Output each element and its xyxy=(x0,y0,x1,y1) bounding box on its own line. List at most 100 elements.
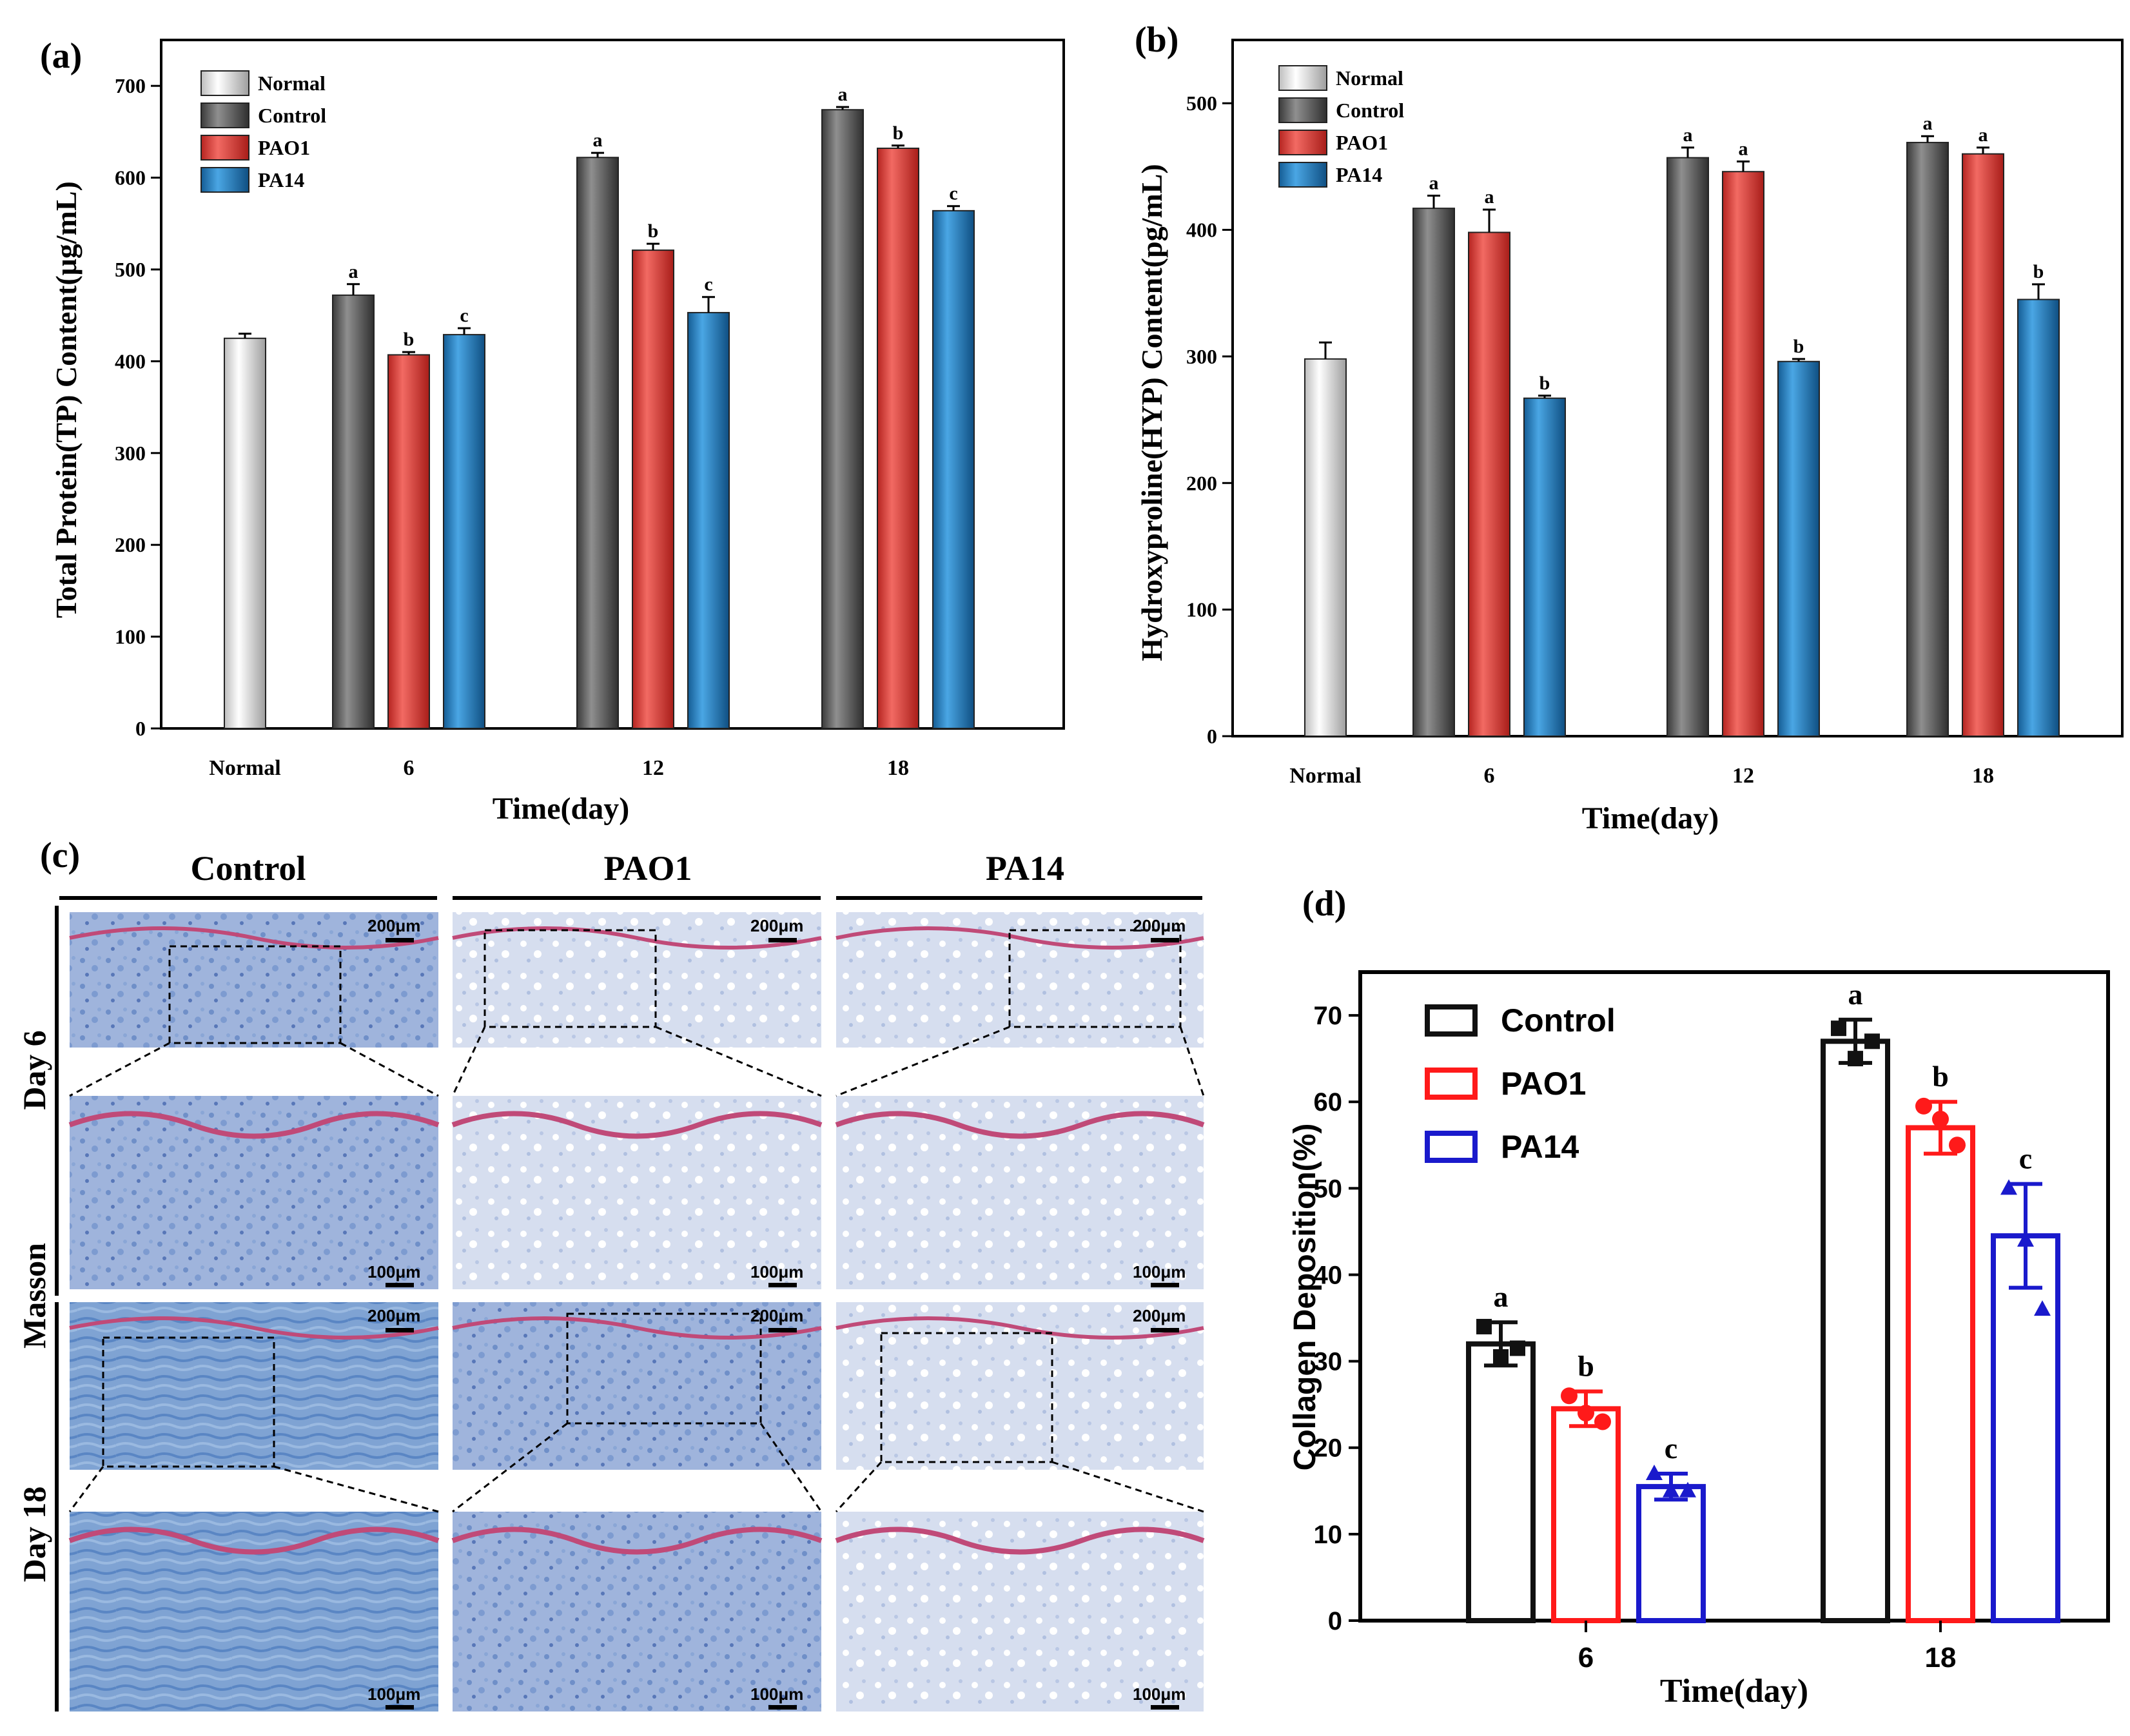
bar-pa14-18 xyxy=(932,210,975,729)
significance-letter: c xyxy=(2019,1142,2032,1175)
zoom-connector xyxy=(1179,1026,1205,1097)
scale-bar-label-200: 200μm xyxy=(1133,1306,1186,1325)
epidermis-line xyxy=(835,1316,1204,1340)
data-point xyxy=(1493,1349,1509,1365)
x-tick-label-18: 18 xyxy=(1972,764,1994,788)
x-tick-label-18: 18 xyxy=(887,756,909,780)
histology-zoom-day18-control xyxy=(70,1512,438,1712)
significance-letter: a xyxy=(349,261,358,282)
y-tick-label: 200 xyxy=(1186,471,1217,494)
data-point xyxy=(1510,1340,1525,1356)
legend-label-control: Control xyxy=(1336,99,1404,122)
bar-control-12 xyxy=(576,157,619,730)
data-point xyxy=(1578,1405,1594,1422)
bars-a: a b c a b c a b c xyxy=(224,84,975,730)
zoom-region-box xyxy=(1008,929,1182,1028)
histology-overview-day6-control xyxy=(70,912,438,1048)
x-tick-labels-d: 6 18 xyxy=(1578,1642,1957,1673)
legend-label-control: Control xyxy=(258,104,326,127)
scale-bar-label-200: 200μm xyxy=(1133,916,1186,935)
bar-pa14-12 xyxy=(1777,360,1820,737)
y-ticks-b: 0 100 200 300 400 500 xyxy=(1186,92,1233,748)
histology-overview-day6-pao1 xyxy=(453,912,821,1048)
column-header-control: Control xyxy=(190,849,306,888)
bar-control-6 xyxy=(332,294,375,729)
bar-pao1-6 xyxy=(1551,1406,1621,1623)
column-header-pa14: PA14 xyxy=(986,849,1064,888)
y-tick-label: 20 xyxy=(1314,1434,1343,1463)
scale-bar-100 xyxy=(1151,1705,1179,1710)
panel-label-d: (d) xyxy=(1302,884,1346,924)
epidermis-line xyxy=(451,1111,823,1139)
legend-label-normal: Normal xyxy=(1336,66,1403,90)
y-tick-label: 70 xyxy=(1314,1002,1343,1030)
legend-label-normal: Normal xyxy=(258,72,326,95)
row-label-day6: Day 6 xyxy=(16,1030,52,1110)
data-point xyxy=(1848,1051,1863,1067)
data-point xyxy=(1663,1481,1679,1497)
legend-label-pa14: PA14 xyxy=(258,168,304,191)
x-tick-labels-b: Normal 6 12 18 xyxy=(1289,764,1994,788)
legend-swatch-control xyxy=(200,102,249,128)
x-tick-label-6: 6 xyxy=(404,756,415,780)
histology-zoom-day6-pa14 xyxy=(836,1096,1204,1289)
legend-swatch-pa14 xyxy=(1278,162,1327,188)
zoom-region-box xyxy=(102,1336,275,1468)
scale-bar-200 xyxy=(1151,938,1179,942)
significance-letter: c xyxy=(704,274,712,295)
x-tick-label-6: 6 xyxy=(1578,1642,1594,1673)
data-point xyxy=(1476,1318,1492,1334)
legend-a: Normal Control PAO1 PA14 xyxy=(200,70,326,193)
bar-control-18 xyxy=(821,109,864,729)
histology-zoom-day18-pa14 xyxy=(836,1512,1204,1712)
zoom-connector xyxy=(69,1042,170,1097)
significance-letter: a xyxy=(1494,1280,1509,1313)
panel-a: (a) 0 100 200 300 400 500 600 700 a b c a b c a b c Nor… xyxy=(40,36,1065,826)
y-tick-label: 50 xyxy=(1314,1175,1343,1203)
epidermis-line xyxy=(451,1526,823,1555)
significance-letter: b xyxy=(404,329,415,350)
zoom-region-box xyxy=(484,929,657,1028)
scale-bar-label-200: 200μm xyxy=(750,916,803,935)
significance-letter: b xyxy=(1793,336,1804,357)
bars-d: a b c a b c xyxy=(1466,978,2060,1632)
bar-control-6 xyxy=(1412,208,1455,737)
legend-label-control: Control xyxy=(1501,1002,1616,1039)
epidermis-line xyxy=(835,1526,1205,1555)
y-tick-label: 400 xyxy=(115,349,146,373)
epidermis-line xyxy=(69,1316,439,1340)
significance-letter: a xyxy=(1739,139,1748,160)
significance-letter: a xyxy=(1683,124,1693,146)
histology-overview-day18-pa14 xyxy=(836,1302,1204,1470)
y-ticks-a: 0 100 200 300 400 500 600 700 xyxy=(115,74,161,740)
bar-control-18 xyxy=(1906,142,1949,737)
zoom-connector xyxy=(452,1422,568,1513)
legend-label-pao1: PAO1 xyxy=(258,136,310,159)
data-point xyxy=(1932,1111,1949,1128)
data-point xyxy=(1864,1033,1880,1049)
y-tick-label: 500 xyxy=(1186,92,1217,115)
data-point xyxy=(1594,1413,1611,1430)
epidermis-line xyxy=(68,1526,440,1555)
plot-frame-d xyxy=(1358,970,2110,1623)
legend-label-pa14: PA14 xyxy=(1336,163,1382,186)
bar-pao1-6 xyxy=(1468,231,1510,737)
legend-d: Control PAO1 PA14 xyxy=(1425,1002,1616,1165)
zoom-connector xyxy=(759,1423,823,1512)
legend-swatch-pao1 xyxy=(1278,130,1327,155)
scale-bar-label-200: 200μm xyxy=(367,916,420,935)
histology-zoom-day18-pao1 xyxy=(453,1512,821,1712)
y-tick-label: 100 xyxy=(1186,598,1217,621)
data-point xyxy=(1831,1020,1846,1037)
legend-label-pa14: PA14 xyxy=(1501,1129,1579,1165)
zoom-connector xyxy=(835,1461,883,1513)
scale-bar-200 xyxy=(386,1328,414,1332)
data-point xyxy=(1646,1464,1663,1480)
scale-bar-100 xyxy=(768,1705,797,1710)
y-tick-label: 0 xyxy=(135,717,146,740)
x-axis-label-a: Time(day) xyxy=(493,792,629,826)
bar-control-18 xyxy=(1821,1039,1890,1623)
panel-b: (b) 0 100 200 300 400 500 a a b a a b a a b Normal Con… xyxy=(1135,20,2124,835)
panel-d: (d) 0 10 20 30 40 50 60 70 a b c a b c Control PAO1 PA… xyxy=(1288,884,2110,1710)
significance-letter: b xyxy=(1932,1060,1949,1093)
